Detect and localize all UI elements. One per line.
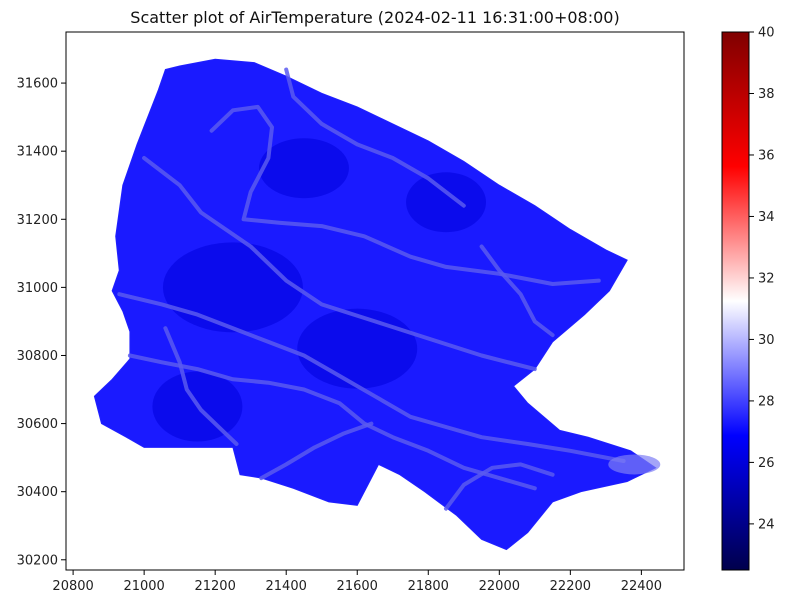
x-tick-label: 22400 [621, 579, 662, 594]
x-tick-label: 21600 [337, 579, 378, 594]
temperature-field [93, 58, 657, 551]
cool-patch [258, 138, 349, 199]
x-tick-label: 21400 [266, 579, 307, 594]
colorbar-tick-label: 28 [758, 394, 775, 409]
cool-patch [162, 242, 303, 333]
x-axis: 20800 21000 21200 21400 21600 21800 22000 22200… [52, 570, 662, 594]
y-tick-label: 31200 [17, 213, 58, 228]
y-tick-label: 31400 [17, 145, 58, 160]
colorbar [721, 31, 750, 571]
warm-trace [209, 104, 601, 286]
warm-trace [479, 244, 555, 338]
warm-trace [259, 421, 374, 481]
plot-frame [65, 31, 685, 571]
plot-area [93, 58, 661, 551]
y-axis: 30200 30400 30600 30800 31000 31200 31400 31600 [17, 77, 66, 568]
y-tick-label: 30600 [17, 417, 58, 432]
cool-patch [406, 172, 487, 233]
warm-trace [127, 353, 537, 491]
colorbar-tick-label: 30 [758, 333, 775, 348]
warm-trace [284, 67, 466, 208]
colorbar-axis: 24 26 28 30 32 34 36 38 40 [749, 26, 775, 532]
warm-trace [117, 292, 626, 463]
colorbar-tick-label: 24 [758, 517, 775, 532]
x-tick-label: 20800 [52, 579, 93, 594]
x-tick-label: 21200 [194, 579, 235, 594]
x-tick-label: 21000 [123, 579, 164, 594]
chart-title: Scatter plot of AirTemperature (2024-02-… [130, 8, 619, 27]
colorbar-tick-label: 26 [758, 456, 775, 471]
warm-patch [608, 454, 661, 475]
y-tick-label: 31000 [17, 281, 58, 296]
colorbar-tick-label: 38 [758, 87, 775, 102]
x-tick-label: 22000 [479, 579, 520, 594]
warm-trace [142, 156, 537, 372]
y-tick-label: 30400 [17, 485, 58, 500]
colorbar-tick-label: 32 [758, 271, 775, 286]
warm-trace [163, 326, 239, 446]
y-tick-label: 30800 [17, 349, 58, 364]
y-tick-label: 30200 [17, 553, 58, 568]
x-tick-label: 22200 [550, 579, 591, 594]
y-tick-label: 31600 [17, 77, 58, 92]
warm-trace [444, 462, 555, 511]
colorbar-tick-label: 40 [758, 26, 775, 41]
colorbar-tick-label: 36 [758, 148, 775, 163]
cool-patch [297, 308, 418, 389]
x-tick-label: 21800 [408, 579, 449, 594]
colorbar-tick-label: 34 [758, 210, 775, 225]
